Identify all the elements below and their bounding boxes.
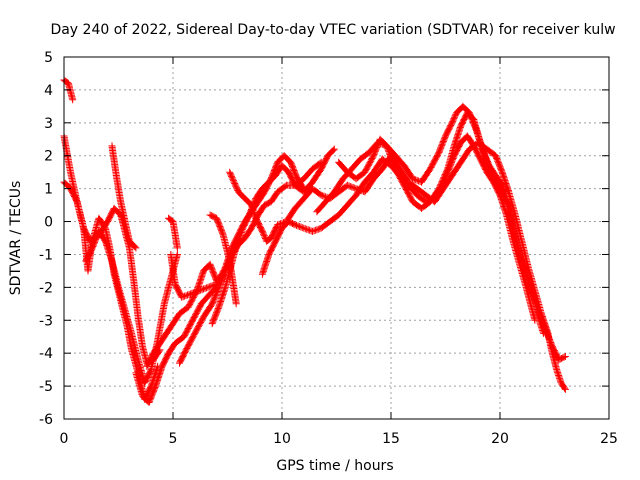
chart-title: Day 240 of 2022, Sidereal Day-to-day VTE… (50, 22, 615, 38)
y-tick-label: -6 (39, 412, 53, 428)
y-tick-label: 0 (44, 215, 53, 231)
y-tick-label: -5 (39, 379, 53, 395)
x-tick-label: 15 (382, 431, 400, 447)
series-arc-6 (132, 283, 221, 406)
data-point-markers (206, 211, 240, 308)
series-arc-9 (165, 214, 181, 252)
x-tick-label: 25 (600, 431, 618, 447)
x-tick-label: 20 (491, 431, 509, 447)
series-arc-12 (206, 211, 240, 308)
series-arc-4 (108, 142, 140, 252)
data-point-markers (165, 214, 181, 252)
y-tick-label: -3 (39, 313, 53, 329)
y-tick-label: 3 (44, 116, 53, 132)
axis-ticks: 0 5 10 15 20 25 -6 -5 -4 -3 -2 -1 0 1 2 3 4 5 (39, 50, 618, 447)
y-tick-label: -2 (39, 280, 53, 296)
data-markers (60, 76, 569, 406)
y-tick-label: 5 (44, 50, 53, 66)
x-tick-label: 10 (273, 431, 291, 447)
data-point-markers (132, 283, 221, 406)
y-tick-label: 4 (44, 83, 53, 99)
y-axis-label: SDTVAR / TECUs (8, 181, 24, 296)
series-arc-16 (335, 109, 569, 364)
data-point-markers (335, 109, 569, 364)
y-tick-label: 1 (44, 182, 53, 198)
x-tick-label: 0 (60, 431, 69, 447)
plot-frame (63, 56, 610, 420)
y-tick-label: -1 (39, 247, 53, 263)
data-point-markers (143, 260, 227, 370)
series-arc-7 (143, 260, 227, 370)
data-point-markers (108, 142, 140, 252)
y-tick-label: 2 (44, 149, 53, 165)
y-tick-label: -4 (39, 346, 53, 362)
x-axis-label: GPS time / hours (276, 458, 393, 474)
x-tick-label: 5 (169, 431, 178, 447)
